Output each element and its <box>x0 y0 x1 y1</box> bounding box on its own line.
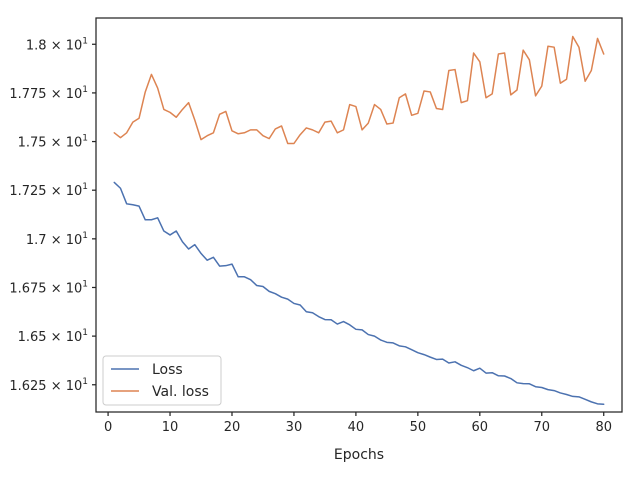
x-tick-label: 30 <box>286 420 303 435</box>
legend: Loss Val. loss <box>102 355 222 406</box>
y-tick-label: 1.65 × 101 <box>18 328 88 345</box>
x-tick-label: 50 <box>410 420 427 435</box>
y-tick-label: 1.8 × 101 <box>26 36 88 53</box>
y-tick-label: 1.625 × 101 <box>9 377 88 394</box>
x-tick-label: 10 <box>162 420 179 435</box>
x-tick-label: 80 <box>595 420 612 435</box>
y-tick-mantissa: 1.75 × 10 <box>18 136 83 151</box>
legend-label-loss: Loss <box>152 362 183 378</box>
y-tick-label: 1.725 × 101 <box>9 182 88 199</box>
x-tick-label: 70 <box>533 420 550 435</box>
y-tick-label: 1.675 × 101 <box>9 279 88 296</box>
legend-label-val-loss: Val. loss <box>152 384 209 400</box>
axes-frame <box>95 17 623 413</box>
x-tick-label: 0 <box>104 420 112 435</box>
y-tick-exponent: 1 <box>82 134 88 144</box>
y-tick-exponent: 1 <box>82 377 88 387</box>
y-tick-mantissa: 1.8 × 10 <box>26 38 82 53</box>
y-tick-mantissa: 1.65 × 10 <box>18 330 83 345</box>
y-tick-exponent: 1 <box>82 328 88 338</box>
x-tick-label: 40 <box>348 420 365 435</box>
y-tick-label: 1.775 × 101 <box>9 85 88 102</box>
y-tick-mantissa: 1.775 × 10 <box>9 87 82 102</box>
series-lines <box>113 35 605 405</box>
y-tick-exponent: 1 <box>82 182 88 192</box>
y-tick-label: 1.7 × 101 <box>26 231 88 248</box>
y-tick-exponent: 1 <box>82 36 88 46</box>
series-line-val-loss <box>113 35 605 145</box>
x-tick-label: 60 <box>472 420 489 435</box>
x-axis-ticks: 0 10 20 30 40 50 60 70 80 <box>104 412 612 435</box>
x-tick-label: 20 <box>224 420 241 435</box>
y-tick-exponent: 1 <box>82 279 88 289</box>
y-tick-mantissa: 1.7 × 10 <box>26 233 82 248</box>
x-axis-label: Epochs <box>334 447 384 463</box>
y-tick-mantissa: 1.625 × 10 <box>9 379 82 394</box>
series-line-loss <box>113 181 605 405</box>
y-tick-exponent: 1 <box>82 231 88 241</box>
y-tick-exponent: 1 <box>82 85 88 95</box>
y-tick-mantissa: 1.725 × 10 <box>9 184 82 199</box>
y-tick-label: 1.75 × 101 <box>18 134 88 151</box>
y-tick-mantissa: 1.675 × 10 <box>9 281 82 296</box>
